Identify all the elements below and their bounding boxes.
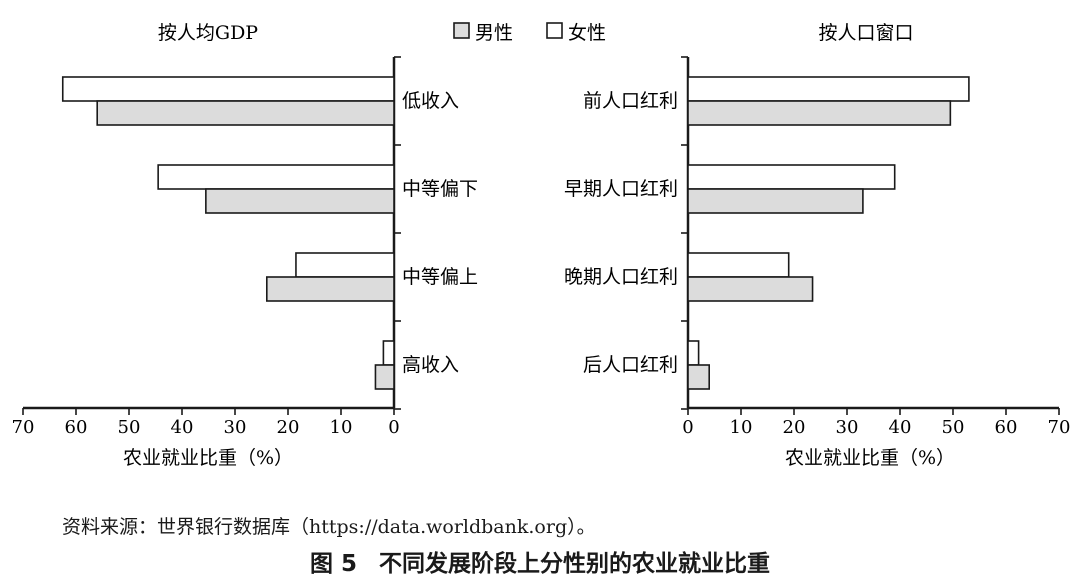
right-bar-female [687, 252, 790, 278]
right-bar-female [687, 76, 970, 102]
right-category-label: 晚期人口红利 [564, 266, 678, 288]
right-bar-male [687, 276, 814, 302]
chart-figure: 按人均GDP 按人口窗口 男性 女性 70 60 50 40 30 20 10 0 低收入中等偏… [12, 22, 1071, 469]
left-bar-female [382, 340, 395, 366]
left-x-tick-label: 10 [330, 417, 353, 438]
figure-title: 不同发展阶段上分性别的农业就业比重 [379, 551, 770, 577]
left-bar-female [295, 252, 395, 278]
legend: 男性 女性 [453, 22, 606, 44]
right-bar-male [687, 364, 711, 390]
left-x-tick-label: 60 [65, 417, 88, 438]
right-x-tick-label: 50 [942, 417, 965, 438]
right-x-axis-label: 农业就业比重（%） [785, 447, 955, 469]
left-bar-female [157, 164, 395, 190]
left-bar-female [61, 76, 395, 102]
right-category-label: 前人口红利 [583, 90, 678, 112]
left-bar-male [374, 364, 395, 390]
right-category-label: 早期人口红利 [564, 178, 678, 200]
right-panel-title: 按人口窗口 [818, 22, 913, 44]
legend-label-male: 男性 [475, 22, 513, 44]
left-x-tick-label: 30 [224, 417, 247, 438]
right-bar-male [687, 188, 864, 214]
source-note: 资料来源：世界银行数据库（https://data.worldbank.org）… [62, 516, 596, 538]
left-category-label: 低收入 [402, 90, 459, 112]
left-x-tick-label: 0 [388, 417, 399, 438]
left-x-tick-label: 50 [118, 417, 141, 438]
left-bar-male [96, 100, 395, 126]
left-category-label: 中等偏下 [402, 178, 478, 200]
left-x-tick-label: 70 [12, 417, 35, 438]
left-bar-male [265, 276, 395, 302]
right-x-tick-label: 30 [836, 417, 859, 438]
figure-caption: 图 5 不同发展阶段上分性别的农业就业比重 [0, 544, 1080, 578]
legend-swatch-male [453, 22, 470, 39]
left-bar-male [205, 188, 395, 214]
left-category-label: 中等偏上 [402, 266, 478, 288]
right-bar-male [687, 100, 952, 126]
legend-label-female: 女性 [568, 22, 606, 44]
right-category-label: 后人口红利 [583, 354, 678, 376]
right-x-tick-label: 40 [889, 417, 912, 438]
right-x-tick-label: 10 [730, 417, 753, 438]
left-category-label: 高收入 [402, 354, 459, 376]
figure-number: 图 5 [309, 551, 357, 577]
left-panel-title: 按人均GDP [158, 22, 258, 44]
left-x-tick-label: 40 [171, 417, 194, 438]
right-bar-female [687, 340, 700, 366]
right-x-tick-label: 0 [682, 417, 693, 438]
right-x-tick-label: 60 [995, 417, 1018, 438]
left-x-tick-label: 20 [277, 417, 300, 438]
right-x-tick-label: 70 [1048, 417, 1071, 438]
right-x-tick-label: 20 [783, 417, 806, 438]
left-x-axis-label: 农业就业比重（%） [123, 447, 293, 469]
right-bar-female [687, 164, 896, 190]
legend-swatch-female [546, 22, 563, 39]
